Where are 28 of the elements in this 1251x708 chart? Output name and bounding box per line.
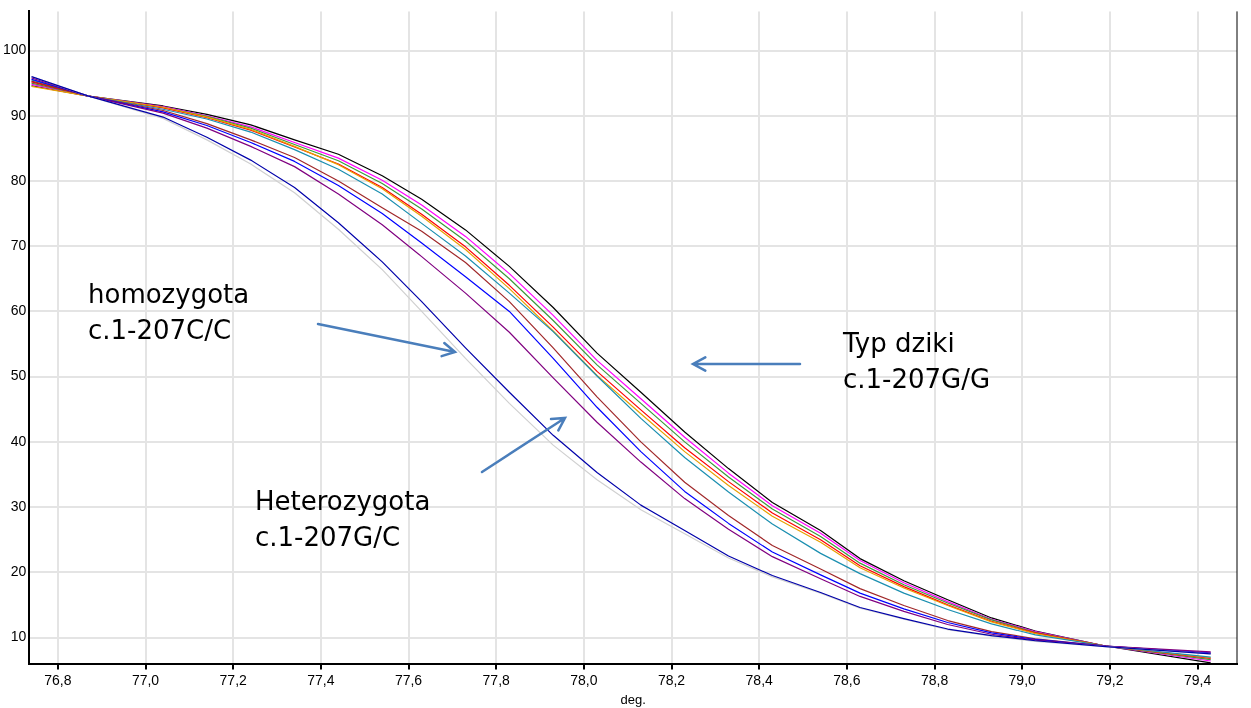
x-tick-label: 79,0 xyxy=(1008,671,1037,688)
x-axis-title: deg. xyxy=(620,691,646,707)
y-tick-label: 70 xyxy=(10,237,27,254)
x-tick-label: 78,2 xyxy=(657,671,686,688)
annotation: homozygota c.1-207C/C xyxy=(88,278,250,347)
x-tick-label: 77,2 xyxy=(219,671,248,688)
x-tick-label: 77,8 xyxy=(482,671,511,688)
x-tick-label: 77,6 xyxy=(394,671,423,688)
x-tick-label: 78,4 xyxy=(745,671,774,688)
y-tick-label: 50 xyxy=(10,367,27,384)
x-tick-label: 78,0 xyxy=(570,671,598,688)
y-tick-label: 60 xyxy=(10,302,27,319)
x-tick-label: 78,8 xyxy=(920,671,949,688)
annotation: Heterozygota c.1-207G/C xyxy=(255,485,431,554)
y-tick-label: 20 xyxy=(10,563,27,580)
y-tick-label: 10 xyxy=(10,628,27,645)
y-tick-label: 30 xyxy=(10,497,27,514)
x-tick-label: 77,4 xyxy=(307,671,335,688)
x-tick-label: 77,0 xyxy=(131,671,160,688)
x-tick-label: 79,4 xyxy=(1183,671,1212,688)
y-tick-label: 90 xyxy=(10,106,27,123)
annotation: Typ dziki c.1-207G/G xyxy=(843,327,991,396)
x-tick-label: 76,8 xyxy=(44,671,72,688)
y-tick-label: 40 xyxy=(10,432,27,449)
x-tick-label: 79,2 xyxy=(1096,671,1124,688)
x-tick-label: 78,6 xyxy=(833,671,861,688)
y-tick-label: 100 xyxy=(3,41,27,58)
y-tick-label: 80 xyxy=(10,171,27,188)
